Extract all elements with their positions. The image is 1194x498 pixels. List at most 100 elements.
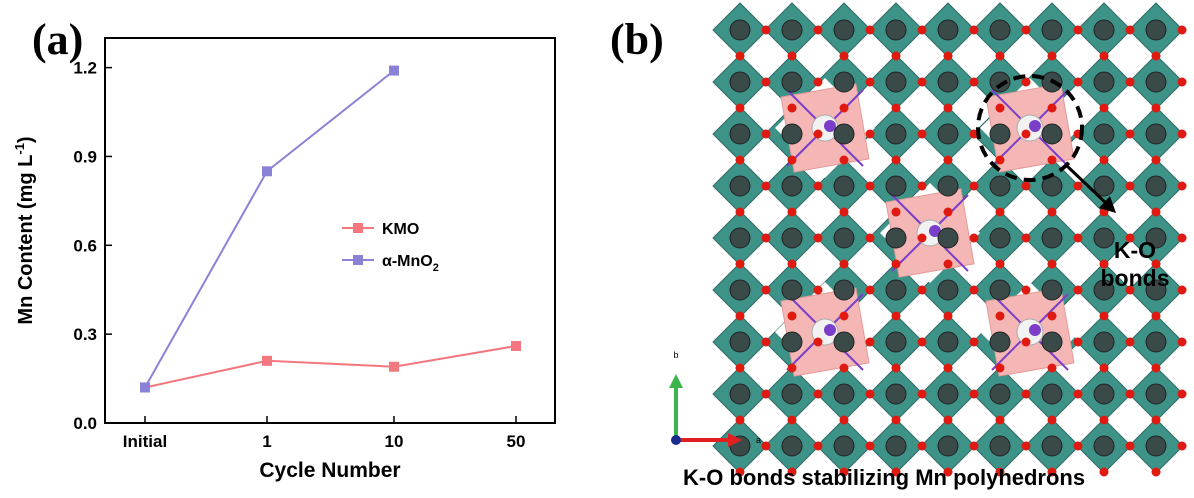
oxygen-atom — [1021, 25, 1031, 35]
oxygen-atom — [865, 441, 875, 451]
panel-label-b: (b) — [610, 15, 664, 64]
oxygen-atom — [891, 51, 901, 61]
oxygen-atom — [1047, 363, 1057, 373]
oxygen-atom — [1099, 103, 1109, 113]
potassium-core — [1029, 324, 1041, 336]
mn-atom — [833, 175, 855, 197]
oxygen-atom — [995, 155, 1005, 165]
oxygen-atom — [839, 155, 849, 165]
mn-atom — [1041, 279, 1063, 301]
oxygen-atom — [943, 259, 953, 269]
oxygen-atom — [969, 389, 979, 399]
panel-label-a: (a) — [32, 15, 84, 64]
mn-atom — [1145, 279, 1167, 301]
mn-atom — [1145, 435, 1167, 457]
oxygen-atom — [1151, 155, 1161, 165]
oxygen-atom — [865, 233, 875, 243]
mn-atom — [937, 331, 959, 353]
oxygen-atom — [865, 25, 875, 35]
oxygen-atom — [1177, 25, 1187, 35]
mn-atom — [937, 175, 959, 197]
potassium-core — [824, 120, 836, 132]
oxygen-atom — [1021, 441, 1031, 451]
oxygen-atom — [969, 181, 979, 191]
oxygen-atom — [969, 25, 979, 35]
oxygen-atom — [995, 259, 1005, 269]
oxygen-atom — [761, 337, 771, 347]
mn-atom — [729, 19, 751, 41]
oxygen-atom — [943, 415, 953, 425]
oxygen-atom — [1151, 51, 1161, 61]
mn-atom — [885, 279, 907, 301]
mn-atom — [729, 175, 751, 197]
mn-atom — [1041, 123, 1063, 145]
mn-atom — [729, 71, 751, 93]
oxygen-atom — [917, 25, 927, 35]
oxygen-atom — [891, 467, 901, 477]
oxygen-atom — [761, 181, 771, 191]
mn-atom — [937, 19, 959, 41]
mn-atom — [781, 71, 803, 93]
oxygen-atom — [1099, 363, 1109, 373]
oxygen-atom — [917, 77, 927, 87]
mn-atom — [1145, 175, 1167, 197]
ko-bonds-callout: K-O bonds — [1090, 236, 1180, 292]
oxygen-atom — [813, 181, 823, 191]
plot-frame — [104, 37, 556, 424]
oxygen-atom — [943, 103, 953, 113]
mn-atom — [885, 383, 907, 405]
oxygen-atom — [969, 233, 979, 243]
oxygen-atom — [1021, 129, 1031, 139]
oxygen-atom — [1021, 233, 1031, 243]
mn-atom — [937, 383, 959, 405]
oxygen-atom — [943, 467, 953, 477]
oxygen-atom — [1177, 233, 1187, 243]
mn-atom — [989, 71, 1011, 93]
data-point — [511, 341, 521, 351]
y-tick-label: 0.3 — [73, 325, 97, 344]
mn-atom — [1041, 227, 1063, 249]
oxygen-atom — [1177, 129, 1187, 139]
mn-atom — [781, 19, 803, 41]
oxygen-atom — [1151, 311, 1161, 321]
mn-atom — [833, 71, 855, 93]
oxygen-atom — [1177, 337, 1187, 347]
oxygen-atom — [969, 337, 979, 347]
mn-atom — [1145, 123, 1167, 145]
oxygen-atom — [1177, 181, 1187, 191]
callout-line1: K-O — [1113, 237, 1157, 263]
oxygen-atom — [917, 337, 927, 347]
mn-atom — [937, 279, 959, 301]
y-tick-label: 0.9 — [73, 147, 97, 166]
oxygen-atom — [1125, 337, 1135, 347]
mn-atom — [1145, 331, 1167, 353]
oxygen-atom — [1021, 77, 1031, 87]
oxygen-atom — [813, 441, 823, 451]
mn-atom — [1145, 71, 1167, 93]
oxygen-atom — [917, 389, 927, 399]
oxygen-atom — [1047, 259, 1057, 269]
data-point — [140, 382, 150, 393]
mn-atom — [989, 175, 1011, 197]
oxygen-atom — [787, 415, 797, 425]
mn-atom — [781, 227, 803, 249]
b-axis-label: b — [673, 350, 678, 360]
oxygen-atom — [865, 129, 875, 139]
oxygen-atom — [735, 467, 745, 477]
mn-atom — [729, 123, 751, 145]
oxygen-atom — [1021, 389, 1031, 399]
oxygen-atom — [1151, 415, 1161, 425]
oxygen-atom — [891, 259, 901, 269]
mn-atom — [729, 383, 751, 405]
oxygen-atom — [735, 51, 745, 61]
oxygen-atom — [891, 363, 901, 373]
oxygen-atom — [865, 285, 875, 295]
oxygen-atom — [761, 129, 771, 139]
oxygen-atom — [969, 285, 979, 295]
oxygen-atom — [1177, 441, 1187, 451]
oxygen-atom — [735, 103, 745, 113]
mn-atom — [1093, 227, 1115, 249]
x-tick-label: 10 — [385, 432, 404, 451]
oxygen-atom — [787, 155, 797, 165]
y-axis-label: Mn Content (mg L-1) — [12, 136, 37, 324]
